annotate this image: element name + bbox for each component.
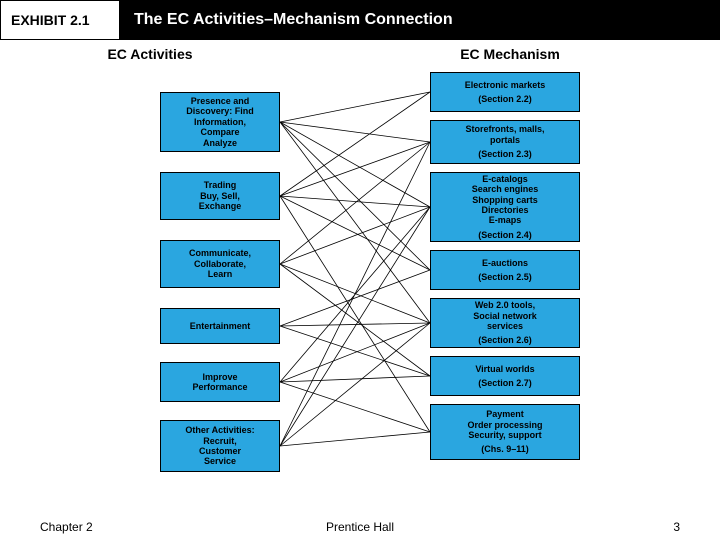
node-section: (Section 2.7) (478, 378, 532, 388)
header-ec-mechanism: EC Mechanism (300, 46, 720, 62)
node-label: Web 2.0 tools, Social network services (473, 300, 537, 331)
edge-layer (0, 62, 720, 502)
node-label: Presence and Discovery: Find Information… (186, 96, 254, 148)
edge-other-catalogs (280, 207, 430, 446)
mechanism-node-catalogs: E-catalogs Search engines Shopping carts… (430, 172, 580, 242)
edge-communicate-catalogs (280, 207, 430, 264)
node-label: Entertainment (190, 321, 251, 331)
edge-entertain-virtual (280, 326, 430, 376)
activity-node-other: Other Activities: Recruit, Customer Serv… (160, 420, 280, 472)
edge-improve-web20 (280, 323, 430, 382)
activity-node-entertain: Entertainment (160, 308, 280, 344)
node-label: Storefronts, malls, portals (465, 124, 544, 145)
edge-presence-stores (280, 122, 430, 142)
activity-node-communicate: Communicate, Collaborate, Learn (160, 240, 280, 288)
mechanism-node-payment: Payment Order processing Security, suppo… (430, 404, 580, 460)
edge-improve-payment (280, 382, 430, 432)
edge-other-stores (280, 142, 430, 446)
mechanism-node-virtual: Virtual worlds (Section 2.7) (430, 356, 580, 396)
node-label: Communicate, Collaborate, Learn (189, 248, 251, 279)
node-section: (Chs. 9–11) (481, 444, 529, 454)
node-label: Electronic markets (465, 80, 546, 90)
activity-node-trading: Trading Buy, Sell, Exchange (160, 172, 280, 220)
mechanism-node-web20: Web 2.0 tools, Social network services (S… (430, 298, 580, 348)
edge-improve-virtual (280, 376, 430, 382)
footer-publisher: Prentice Hall (326, 520, 394, 534)
edge-trading-stores (280, 142, 430, 196)
edge-presence-catalogs (280, 122, 430, 207)
edge-communicate-virtual (280, 264, 430, 376)
activity-node-improve: Improve Performance (160, 362, 280, 402)
node-label: Improve Performance (192, 372, 247, 393)
edge-trading-payment (280, 196, 430, 432)
edge-trading-auctions (280, 196, 430, 270)
node-section: (Section 2.3) (478, 149, 532, 159)
footer-page-number: 3 (673, 520, 680, 534)
edge-communicate-web20 (280, 264, 430, 323)
node-section: (Section 2.2) (478, 94, 532, 104)
node-label: E-catalogs Search engines Shopping carts… (472, 174, 539, 226)
node-label: Virtual worlds (475, 364, 534, 374)
activity-node-presence: Presence and Discovery: Find Information… (160, 92, 280, 152)
edge-improve-catalogs (280, 207, 430, 382)
footer: Chapter 2 Prentice Hall 3 (0, 520, 720, 534)
node-section: (Section 2.4) (478, 230, 532, 240)
column-headers: EC Activities EC Mechanism (0, 46, 720, 62)
edge-presence-auctions (280, 122, 430, 270)
header-ec-activities: EC Activities (0, 46, 300, 62)
edge-other-payment (280, 432, 430, 446)
mechanism-node-auctions: E-auctions (Section 2.5) (430, 250, 580, 290)
header: EXHIBIT 2.1 The EC Activities–Mechanism … (0, 0, 720, 40)
edge-presence-markets (280, 92, 430, 122)
footer-chapter: Chapter 2 (40, 520, 93, 534)
edge-trading-markets (280, 92, 430, 196)
edge-trading-catalogs (280, 196, 430, 207)
mechanism-node-markets: Electronic markets (Section 2.2) (430, 72, 580, 112)
diagram-canvas: Presence and Discovery: Find Information… (0, 62, 720, 502)
node-section: (Section 2.5) (478, 272, 532, 282)
edge-entertain-web20 (280, 323, 430, 326)
edge-other-web20 (280, 323, 430, 446)
edge-communicate-stores (280, 142, 430, 264)
node-label: E-auctions (482, 258, 528, 268)
node-label: Payment Order processing Security, suppo… (467, 409, 542, 440)
exhibit-label: EXHIBIT 2.1 (0, 0, 120, 40)
node-section: (Section 2.6) (478, 335, 532, 345)
edge-presence-web20 (280, 122, 430, 323)
node-label: Trading Buy, Sell, Exchange (199, 180, 242, 211)
mechanism-node-stores: Storefronts, malls, portals (Section 2.3) (430, 120, 580, 164)
edge-entertain-auctions (280, 270, 430, 326)
node-label: Other Activities: Recruit, Customer Serv… (185, 425, 254, 466)
exhibit-title: The EC Activities–Mechanism Connection (120, 0, 720, 40)
